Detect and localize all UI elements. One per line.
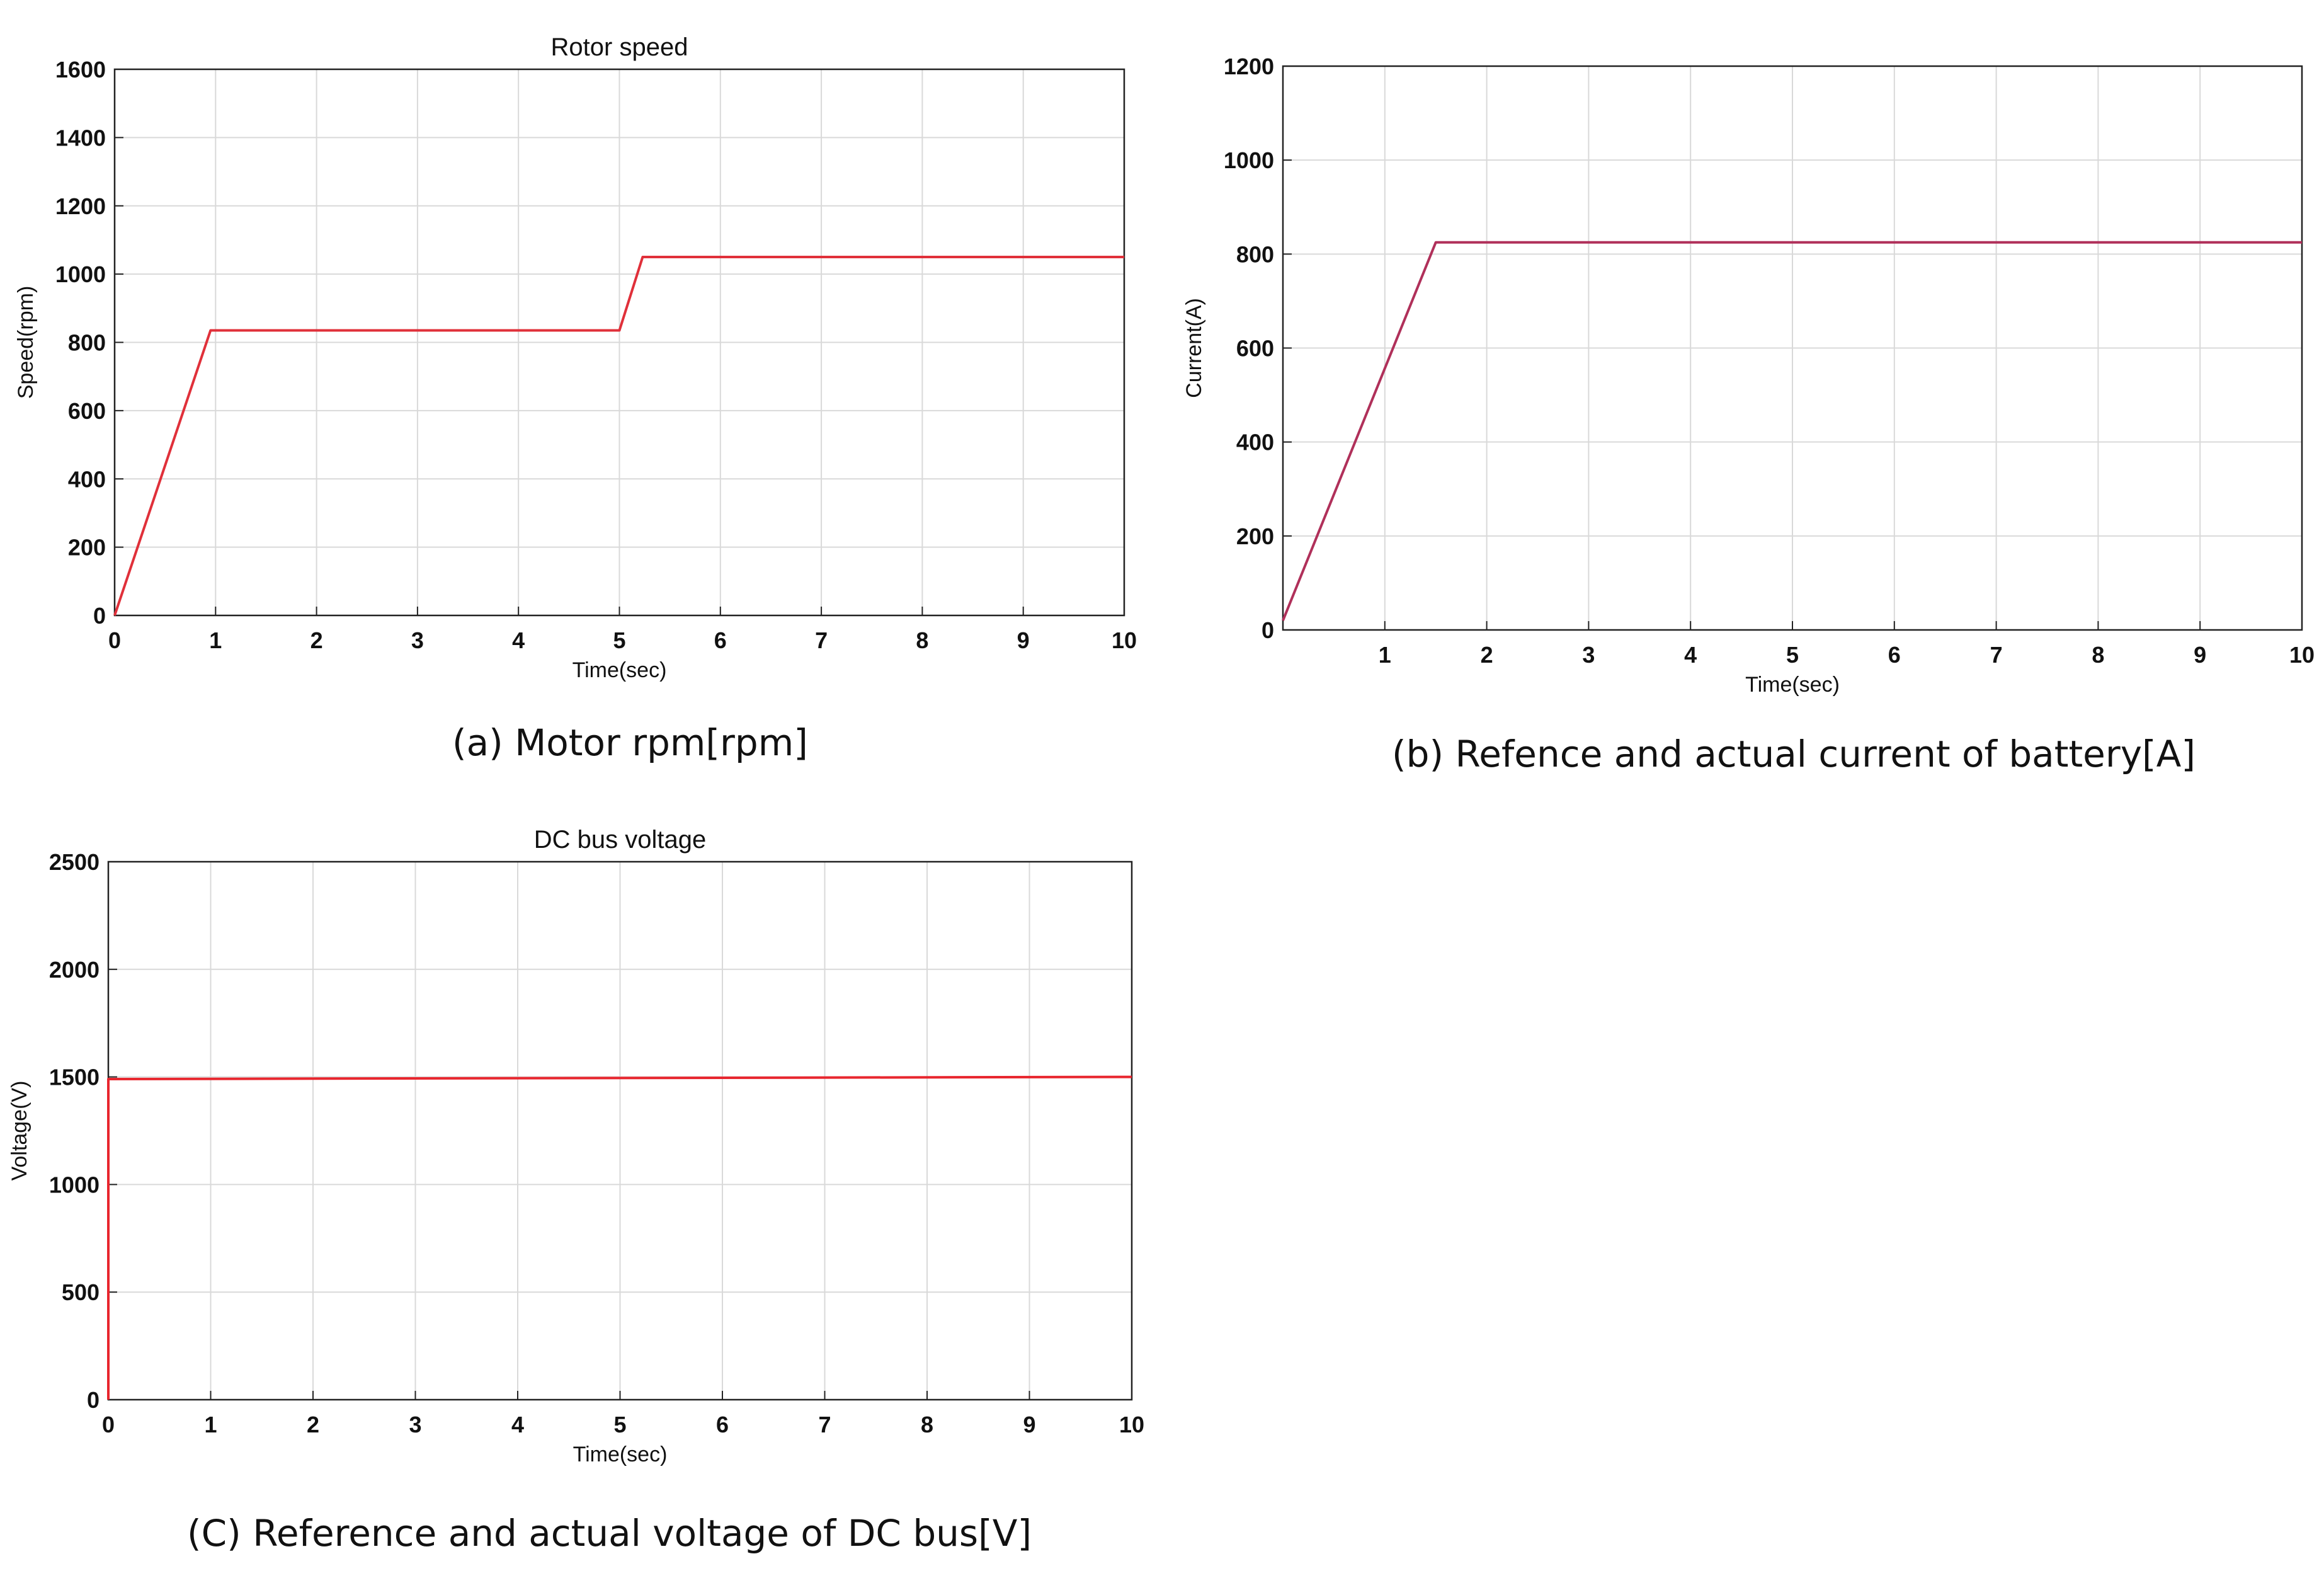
x-tick-label: 10 [2289,642,2315,668]
x-tick-label: 3 [411,627,424,653]
y-tick-label: 800 [1236,241,1274,267]
x-tick-label: 5 [613,627,625,653]
x-tick-label: 2 [307,1412,319,1437]
series-line [107,1075,1132,1400]
y-tick-label: 1200 [55,193,106,219]
y-tick-label: 600 [68,398,106,424]
x-tick-label: 10 [1119,1412,1144,1437]
x-tick-label: 9 [1023,1412,1035,1437]
y-tick-label: 0 [93,603,106,629]
y-tick-label: 400 [1236,430,1274,455]
chart-caption-b: (b) Refence and actual current of batter… [1392,733,2196,775]
x-tick-label: 0 [108,627,121,653]
y-tick-label: 1000 [1224,147,1274,173]
chart-svg-rotor-speed: 0 1 2 3 4 5 6 7 8 9 10 0 200 400 600 800 1000 1200 1400 160… [14,33,1137,682]
x-tick-label: 4 [511,1412,524,1437]
chart-title: Rotor speed [551,33,688,61]
x-tick-label: 7 [815,627,828,653]
y-tick-label: 1400 [55,125,106,151]
chart-caption-a: (a) Motor rpm[rpm] [452,721,808,764]
x-tick-label: 1 [209,627,222,653]
x-tick-label: 3 [1582,642,1595,668]
y-axis-label: Speed(rpm) [14,286,38,399]
x-tick-label: 6 [1888,642,1901,668]
x-tick-label: 4 [1684,642,1697,668]
chart-svg-dc-bus-voltage: 0 1 2 3 4 5 6 7 8 9 10 0 500 1000 1500 2000 2500 DC bus v… [8,826,1144,1466]
x-tick-label: 1 [1379,642,1391,668]
x-tick-label: 0 [102,1412,115,1437]
x-tick-label: 5 [613,1412,626,1437]
y-tick-label: 600 [1236,336,1274,362]
y-tick-label: 2500 [49,849,100,875]
chart-title: DC bus voltage [534,826,706,854]
x-tick-label: 8 [2092,642,2104,668]
x-tick-label: 5 [1786,642,1799,668]
series-line [1282,241,2302,621]
x-tick-label: 9 [2194,642,2206,668]
y-tick-label: 0 [1262,617,1274,643]
y-tick-label: 200 [1236,523,1274,549]
x-tick-label: 7 [1990,642,2003,668]
y-tick-label: 1600 [55,57,106,83]
y-tick-label: 2000 [49,957,100,983]
x-tick-label: 8 [921,1412,933,1437]
chart-panel-dc-bus-voltage: 0 1 2 3 4 5 6 7 8 9 10 0 500 1000 1500 2000 2500 DC bus v… [0,794,1162,1583]
y-axis-label: Voltage(V) [8,1081,31,1181]
x-tick-label: 7 [818,1412,831,1437]
chart-panel-battery-current: 1 2 3 4 5 6 7 8 9 10 0 200 400 600 800 1000 1200 Time(sec… [1162,0,2324,775]
x-tick-label: 8 [916,627,928,653]
x-axis-label: Time(sec) [572,658,667,682]
y-tick-label: 1000 [55,261,106,287]
x-tick-label: 6 [714,627,727,653]
x-tick-label: 9 [1017,627,1030,653]
chart-svg-battery-current: 1 2 3 4 5 6 7 8 9 10 0 200 400 600 800 1000 1200 Time(sec… [1182,54,2315,697]
y-tick-label: 800 [68,330,106,356]
y-tick-label: 0 [87,1387,100,1413]
y-tick-label: 400 [68,466,106,492]
x-tick-label: 2 [1481,642,1493,668]
y-tick-label: 1500 [49,1065,100,1090]
x-tick-label: 3 [409,1412,421,1437]
x-tick-label: 10 [1112,627,1137,653]
x-tick-label: 6 [716,1412,729,1437]
chart-panel-rotor-speed: 0 1 2 3 4 5 6 7 8 9 10 0 200 400 600 800 1000 1200 1400 160… [0,0,1162,775]
x-tick-label: 1 [204,1412,217,1437]
x-axis-label: Time(sec) [1745,673,1840,697]
y-axis-label: Current(A) [1182,298,1206,398]
series-line [113,256,1124,616]
y-tick-label: 1200 [1224,54,1274,79]
y-tick-label: 1000 [49,1172,100,1197]
x-axis-label: Time(sec) [573,1443,668,1466]
y-tick-label: 500 [62,1279,100,1305]
x-tick-label: 2 [310,627,323,653]
x-tick-label: 4 [512,627,525,653]
y-tick-label: 200 [68,535,106,561]
chart-caption-c: (C) Reference and actual voltage of DC b… [187,1512,1032,1555]
